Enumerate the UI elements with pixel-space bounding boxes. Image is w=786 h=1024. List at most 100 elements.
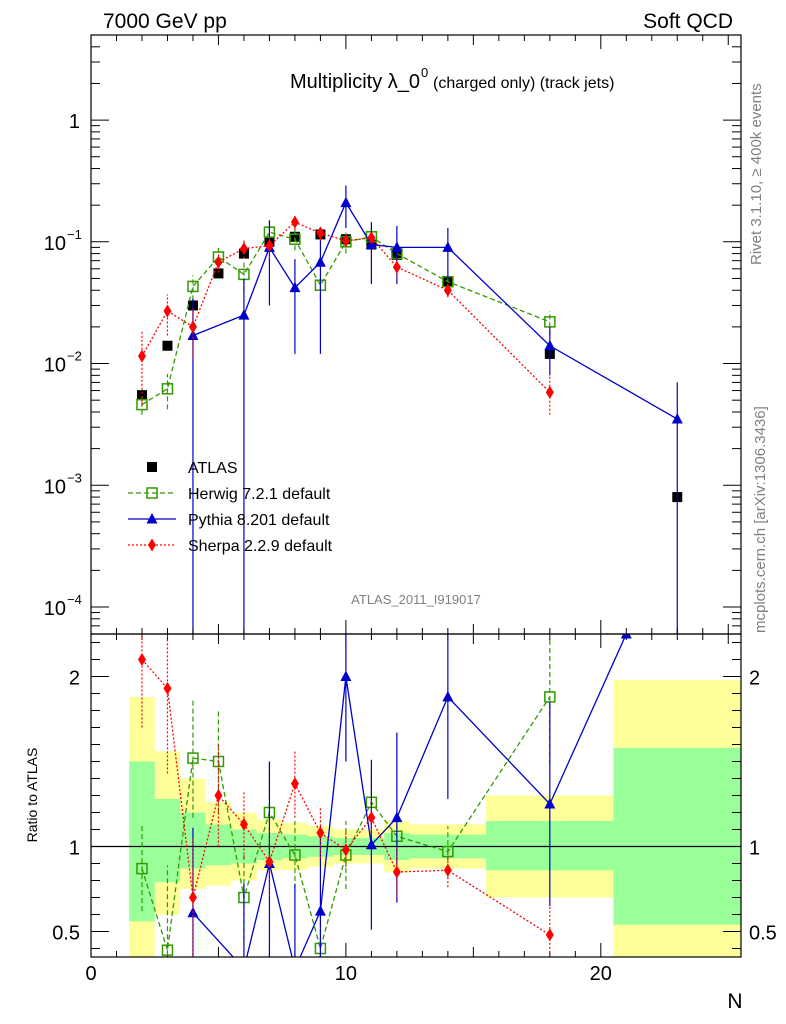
data-point <box>544 316 556 328</box>
legend-label: Herwig 7.2.1 default <box>188 486 331 503</box>
data-point <box>136 398 148 411</box>
ratio-point <box>290 777 299 791</box>
ratio-point <box>341 843 350 857</box>
chart-title-sup: 0 <box>421 65 428 80</box>
ratio-y-tick-label: 0.5 <box>52 923 80 945</box>
y-tick-label: 1 <box>69 111 80 133</box>
y-tick-label: 10 <box>44 598 66 620</box>
ratio-panel: 0 10 20 0.5 0.5 1 1 2 2 <box>52 633 777 985</box>
uncertainty-band-green <box>613 747 741 925</box>
ratio-y-tick-label: 1 <box>69 838 80 860</box>
ratio-point <box>161 944 174 956</box>
legend: ATLAS Herwig 7.2.1 default Pythia 8.201 de… <box>128 460 333 555</box>
uncertainty-band-green <box>154 798 181 883</box>
legend-marker <box>146 487 158 499</box>
series-3 <box>137 215 554 415</box>
data-point <box>213 268 224 279</box>
y-tick-exponent: −1 <box>67 227 82 242</box>
x-axis-label: N <box>727 990 742 1013</box>
header-right: Soft QCD <box>643 10 733 33</box>
chart-title-sub: (charged only) (track jets) <box>433 75 614 92</box>
ratio-y-tick-label-right: 1 <box>749 838 760 860</box>
ratio-point <box>340 670 352 681</box>
ratio-point <box>391 811 403 823</box>
ratio-series-2 <box>137 634 554 957</box>
data-point <box>341 234 350 248</box>
data-point <box>442 241 454 252</box>
y-tick-label: 10 <box>44 233 66 255</box>
data-point <box>187 280 199 293</box>
ratio-point <box>365 838 377 850</box>
data-point <box>671 413 683 424</box>
ratio-point <box>544 691 556 703</box>
legend-label: Sherpa 2.2.9 default <box>188 538 333 555</box>
ratio-point <box>137 653 146 666</box>
data-point <box>162 340 173 351</box>
side-label-mcplots: mcplots.cern.ch [arXiv:1306.3436] <box>752 406 769 633</box>
ratio-point <box>545 928 554 942</box>
ratio-point <box>136 862 148 875</box>
data-point <box>238 309 250 320</box>
ratio-y-tick-label-right: 0.5 <box>749 923 777 945</box>
data-point <box>163 304 172 318</box>
ratio-y-tick-label-right: 2 <box>749 668 760 690</box>
data-point <box>290 215 299 229</box>
header-left: 7000 GeV pp <box>103 10 227 33</box>
ratio-point <box>188 891 197 904</box>
ratio-point <box>187 752 199 764</box>
legend-marker <box>147 462 157 472</box>
ratio-point <box>367 811 376 825</box>
main-series <box>136 185 683 634</box>
y-tick-label: 10 <box>44 476 66 498</box>
data-point <box>545 385 554 399</box>
legend-label: Pythia 8.201 default <box>188 512 330 529</box>
ratio-point <box>314 905 326 916</box>
data-point <box>161 383 174 395</box>
legend-marker <box>148 538 156 552</box>
x-tick-label: 10 <box>335 963 357 985</box>
ratio-point <box>544 798 556 809</box>
ratio-point <box>442 845 454 858</box>
ratio-point <box>163 681 172 695</box>
ratio-point <box>214 789 223 802</box>
ratio-y-tick-label: 2 <box>69 668 80 690</box>
series-line <box>141 231 551 406</box>
data-point <box>214 255 223 269</box>
ratio-series <box>136 634 632 957</box>
data-point <box>392 260 401 274</box>
data-point <box>187 329 199 340</box>
data-point <box>443 283 452 297</box>
data-point <box>265 239 274 253</box>
ratio-point <box>289 849 301 861</box>
y-tick-exponent: −3 <box>67 470 82 485</box>
analysis-tag: ATLAS_2011_I919017 <box>351 592 481 607</box>
data-point <box>289 233 301 245</box>
data-point <box>289 231 300 242</box>
y-tick-exponent: −4 <box>67 592 82 607</box>
data-point <box>239 242 248 256</box>
data-point <box>340 196 352 208</box>
series-line <box>141 221 551 393</box>
x-tick-label: 20 <box>590 963 612 985</box>
data-point <box>136 390 147 401</box>
series-line <box>192 201 678 420</box>
legend-marker <box>146 513 158 524</box>
chart-title: Multiplicity λ_0 <box>290 71 420 93</box>
ratio-point <box>620 634 632 639</box>
uncertainty-band-green <box>129 761 155 922</box>
ratio-point <box>442 690 454 702</box>
data-point <box>314 256 326 267</box>
data-point <box>391 241 403 252</box>
x-tick-label: 0 <box>85 963 96 985</box>
ratio-bands <box>129 679 741 957</box>
ratio-point <box>265 855 274 869</box>
data-point <box>289 281 301 293</box>
side-label-rivet: Rivet 3.1.10, ≥ 400k events <box>748 83 765 265</box>
ratio-point <box>239 817 248 831</box>
ratio-point <box>392 865 401 879</box>
y-tick-label: 10 <box>44 355 66 377</box>
series-1 <box>136 220 556 415</box>
y-tick-exponent: −2 <box>67 349 82 364</box>
ratio-point <box>316 826 325 840</box>
